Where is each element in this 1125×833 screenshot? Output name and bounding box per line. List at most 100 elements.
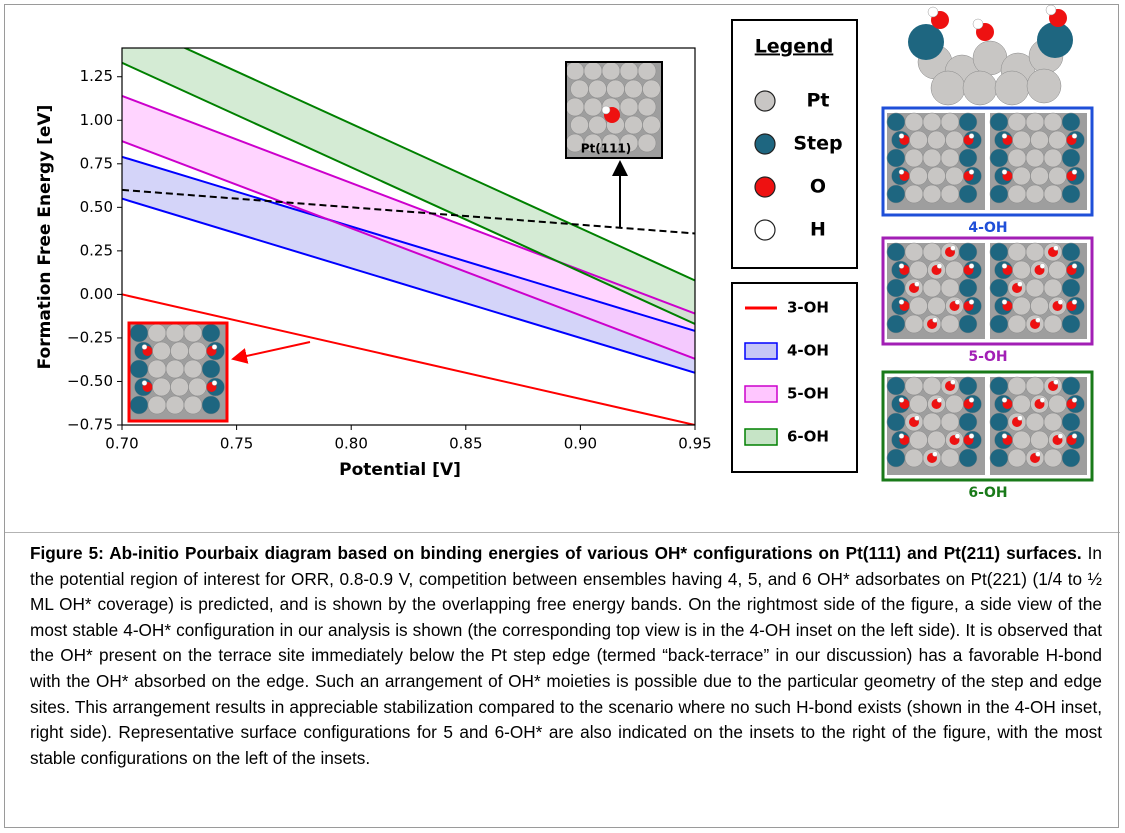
atom <box>188 341 207 361</box>
atom <box>1061 278 1081 298</box>
atom <box>930 70 966 106</box>
atom <box>1025 278 1045 298</box>
inset-label: 5-OH <box>968 349 1007 365</box>
series-line <box>122 140 695 360</box>
inset-border <box>881 106 1094 217</box>
atom <box>922 242 942 262</box>
atom <box>129 323 149 343</box>
atom <box>904 112 924 132</box>
atom <box>1030 166 1049 186</box>
atom <box>989 376 1009 396</box>
atom <box>989 412 1009 432</box>
atom <box>588 115 607 135</box>
atom <box>1001 169 1008 175</box>
atom <box>904 314 924 334</box>
atom <box>940 412 960 432</box>
atom <box>1030 130 1049 150</box>
atom <box>1007 242 1027 262</box>
atom <box>1025 148 1045 168</box>
atom <box>886 148 906 168</box>
legend-swatch <box>744 342 778 360</box>
atom <box>1071 397 1078 403</box>
band-fill <box>122 156 695 373</box>
atom <box>1061 112 1081 132</box>
legend-swatch <box>744 428 778 446</box>
atom <box>958 278 978 298</box>
atom <box>165 359 185 379</box>
atom <box>1012 296 1031 316</box>
atom <box>1025 242 1045 262</box>
atom <box>588 79 607 99</box>
inset-border <box>127 321 229 423</box>
atom <box>601 61 621 81</box>
atom <box>954 433 961 439</box>
atom <box>642 79 661 99</box>
atom <box>898 397 905 403</box>
atom <box>1057 299 1064 305</box>
atom <box>914 281 920 287</box>
atom <box>932 451 938 457</box>
x-tick-label: 0.95 <box>678 435 711 453</box>
atom <box>583 61 603 81</box>
atom <box>1071 299 1078 305</box>
atom <box>989 242 1009 262</box>
atom <box>1001 133 1008 139</box>
atom <box>927 6 939 18</box>
band-fill <box>122 95 695 359</box>
atom <box>936 263 943 269</box>
atom <box>165 323 185 343</box>
atom <box>968 169 975 175</box>
atom <box>570 79 589 99</box>
atom <box>147 323 167 343</box>
atom <box>1071 169 1078 175</box>
atom <box>1071 433 1078 439</box>
atom <box>909 130 928 150</box>
x-tick-label: 0.85 <box>449 435 482 453</box>
inset-border <box>881 236 1094 346</box>
atom <box>1043 412 1063 432</box>
atom-swatch <box>754 133 776 155</box>
atom <box>624 115 643 135</box>
atom <box>886 376 906 396</box>
atom <box>940 148 960 168</box>
atom <box>619 61 639 81</box>
atom <box>583 97 603 117</box>
atom <box>1043 148 1063 168</box>
atom <box>1043 278 1063 298</box>
atom <box>1007 148 1027 168</box>
atom <box>1048 394 1067 414</box>
x-tick-label: 0.75 <box>220 435 253 453</box>
atom <box>637 97 657 117</box>
atom <box>1012 430 1031 450</box>
atom <box>1043 448 1063 468</box>
atom <box>962 70 998 106</box>
atom <box>1057 433 1064 439</box>
atom <box>904 148 924 168</box>
inset-label: 6-OH <box>968 485 1007 501</box>
atom <box>1045 4 1057 16</box>
atom <box>1048 130 1067 150</box>
atom <box>989 278 1009 298</box>
atom <box>886 184 906 204</box>
atom-swatch <box>754 219 776 241</box>
atom <box>183 395 203 415</box>
atom <box>1012 130 1031 150</box>
series-line <box>122 293 695 425</box>
atom <box>1030 430 1049 450</box>
atom <box>1053 245 1059 251</box>
atom <box>152 377 171 397</box>
config-inset <box>881 370 1094 482</box>
atom <box>909 394 928 414</box>
atom <box>1012 260 1031 280</box>
atom <box>1061 242 1081 262</box>
atom <box>927 296 946 316</box>
legend-swatch <box>744 385 778 403</box>
atom <box>958 448 978 468</box>
atom <box>1071 133 1078 139</box>
atom <box>914 415 920 421</box>
atom <box>642 115 661 135</box>
x-tick-label: 0.90 <box>564 435 597 453</box>
legend-label: 6-OH <box>787 428 829 446</box>
pt111-inset <box>565 61 663 159</box>
